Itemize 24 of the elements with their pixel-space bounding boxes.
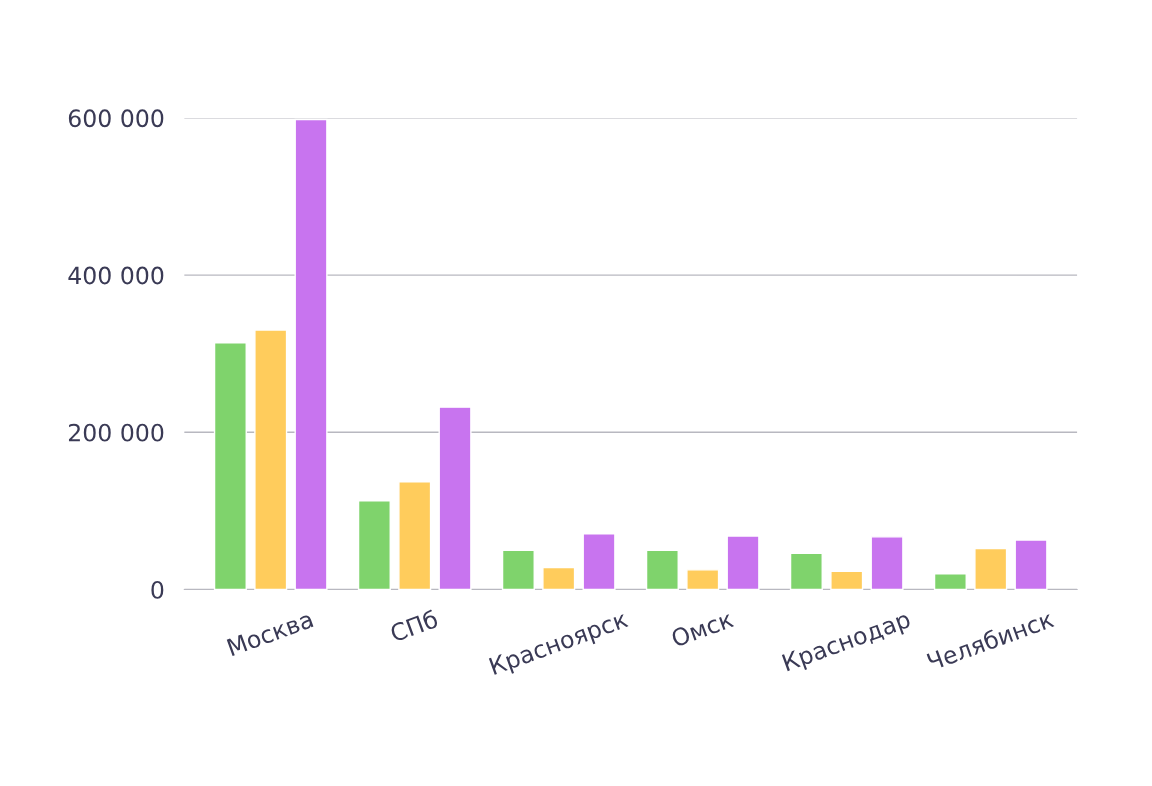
bar — [542, 566, 576, 591]
y-tick-label: 400 000 — [68, 266, 164, 285]
bar — [830, 570, 864, 591]
bar — [294, 118, 328, 591]
bar — [974, 547, 1008, 591]
x-tick-label: СПб — [388, 609, 439, 643]
bar — [357, 499, 391, 591]
y-tick-label: 600 000 — [68, 109, 164, 128]
bar — [582, 532, 616, 591]
y-tick-label: 200 000 — [68, 423, 164, 442]
y-tick-label: 0 — [151, 580, 164, 599]
bar — [645, 549, 679, 591]
x-tick-label: Омск — [670, 609, 735, 648]
bar — [213, 342, 247, 591]
bar — [726, 535, 760, 591]
bar — [398, 481, 432, 591]
bar — [438, 406, 472, 591]
bar — [686, 569, 720, 591]
bar — [870, 536, 904, 591]
bar — [501, 549, 535, 591]
bar — [254, 329, 288, 591]
bar — [1014, 539, 1048, 591]
bar — [933, 573, 967, 591]
bar — [789, 552, 823, 591]
